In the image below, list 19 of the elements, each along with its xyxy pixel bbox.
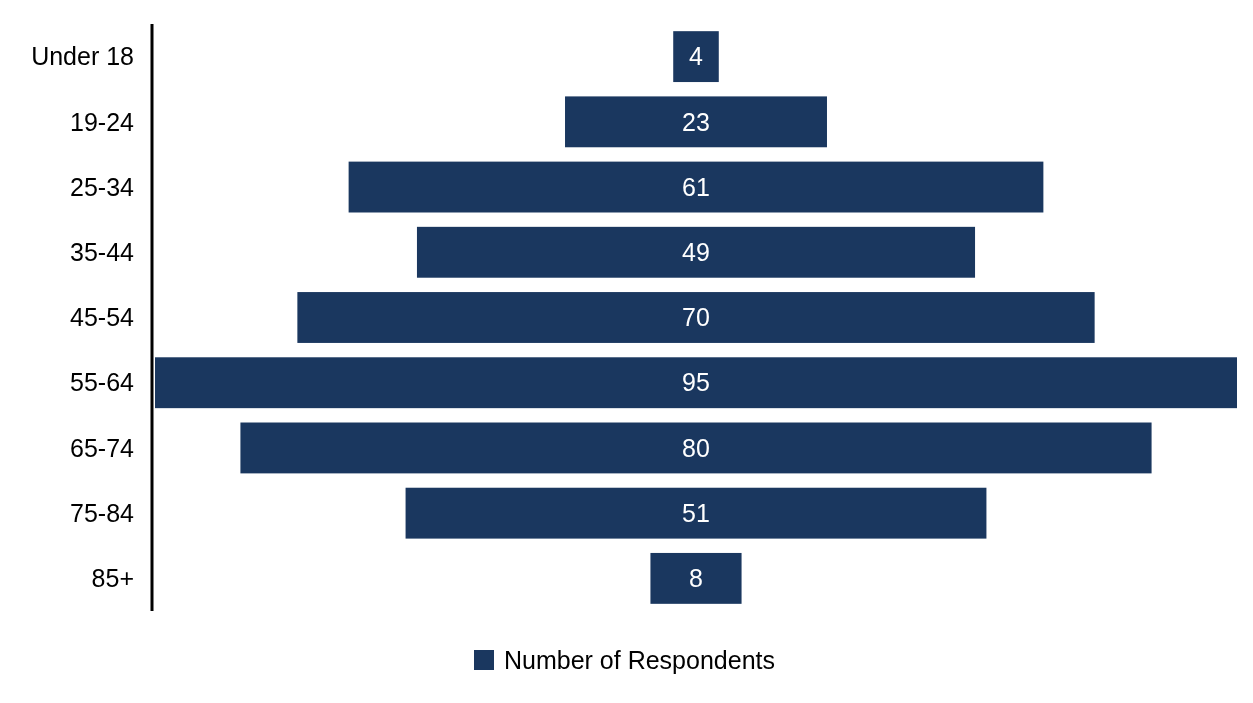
category-label: 55-64 [70,368,135,397]
data-label: 80 [682,433,710,462]
data-label: 8 [689,564,703,593]
category-label: 35-44 [70,238,135,267]
category-label: 19-24 [70,107,135,136]
category-label: 45-54 [70,303,135,332]
category-label: 25-34 [70,172,135,201]
data-label: 95 [682,368,710,397]
category-label: Under 18 [31,42,134,71]
data-label: 61 [682,172,710,201]
category-label: 85+ [91,564,134,593]
category-label: 75-84 [70,498,135,527]
legend-label: Number of Respondents [504,645,775,674]
category-label: 65-74 [70,433,135,462]
data-label: 23 [682,107,710,136]
data-label: 51 [682,498,710,527]
data-label: 70 [682,303,710,332]
data-label: 4 [689,42,704,71]
data-label: 49 [682,238,710,267]
